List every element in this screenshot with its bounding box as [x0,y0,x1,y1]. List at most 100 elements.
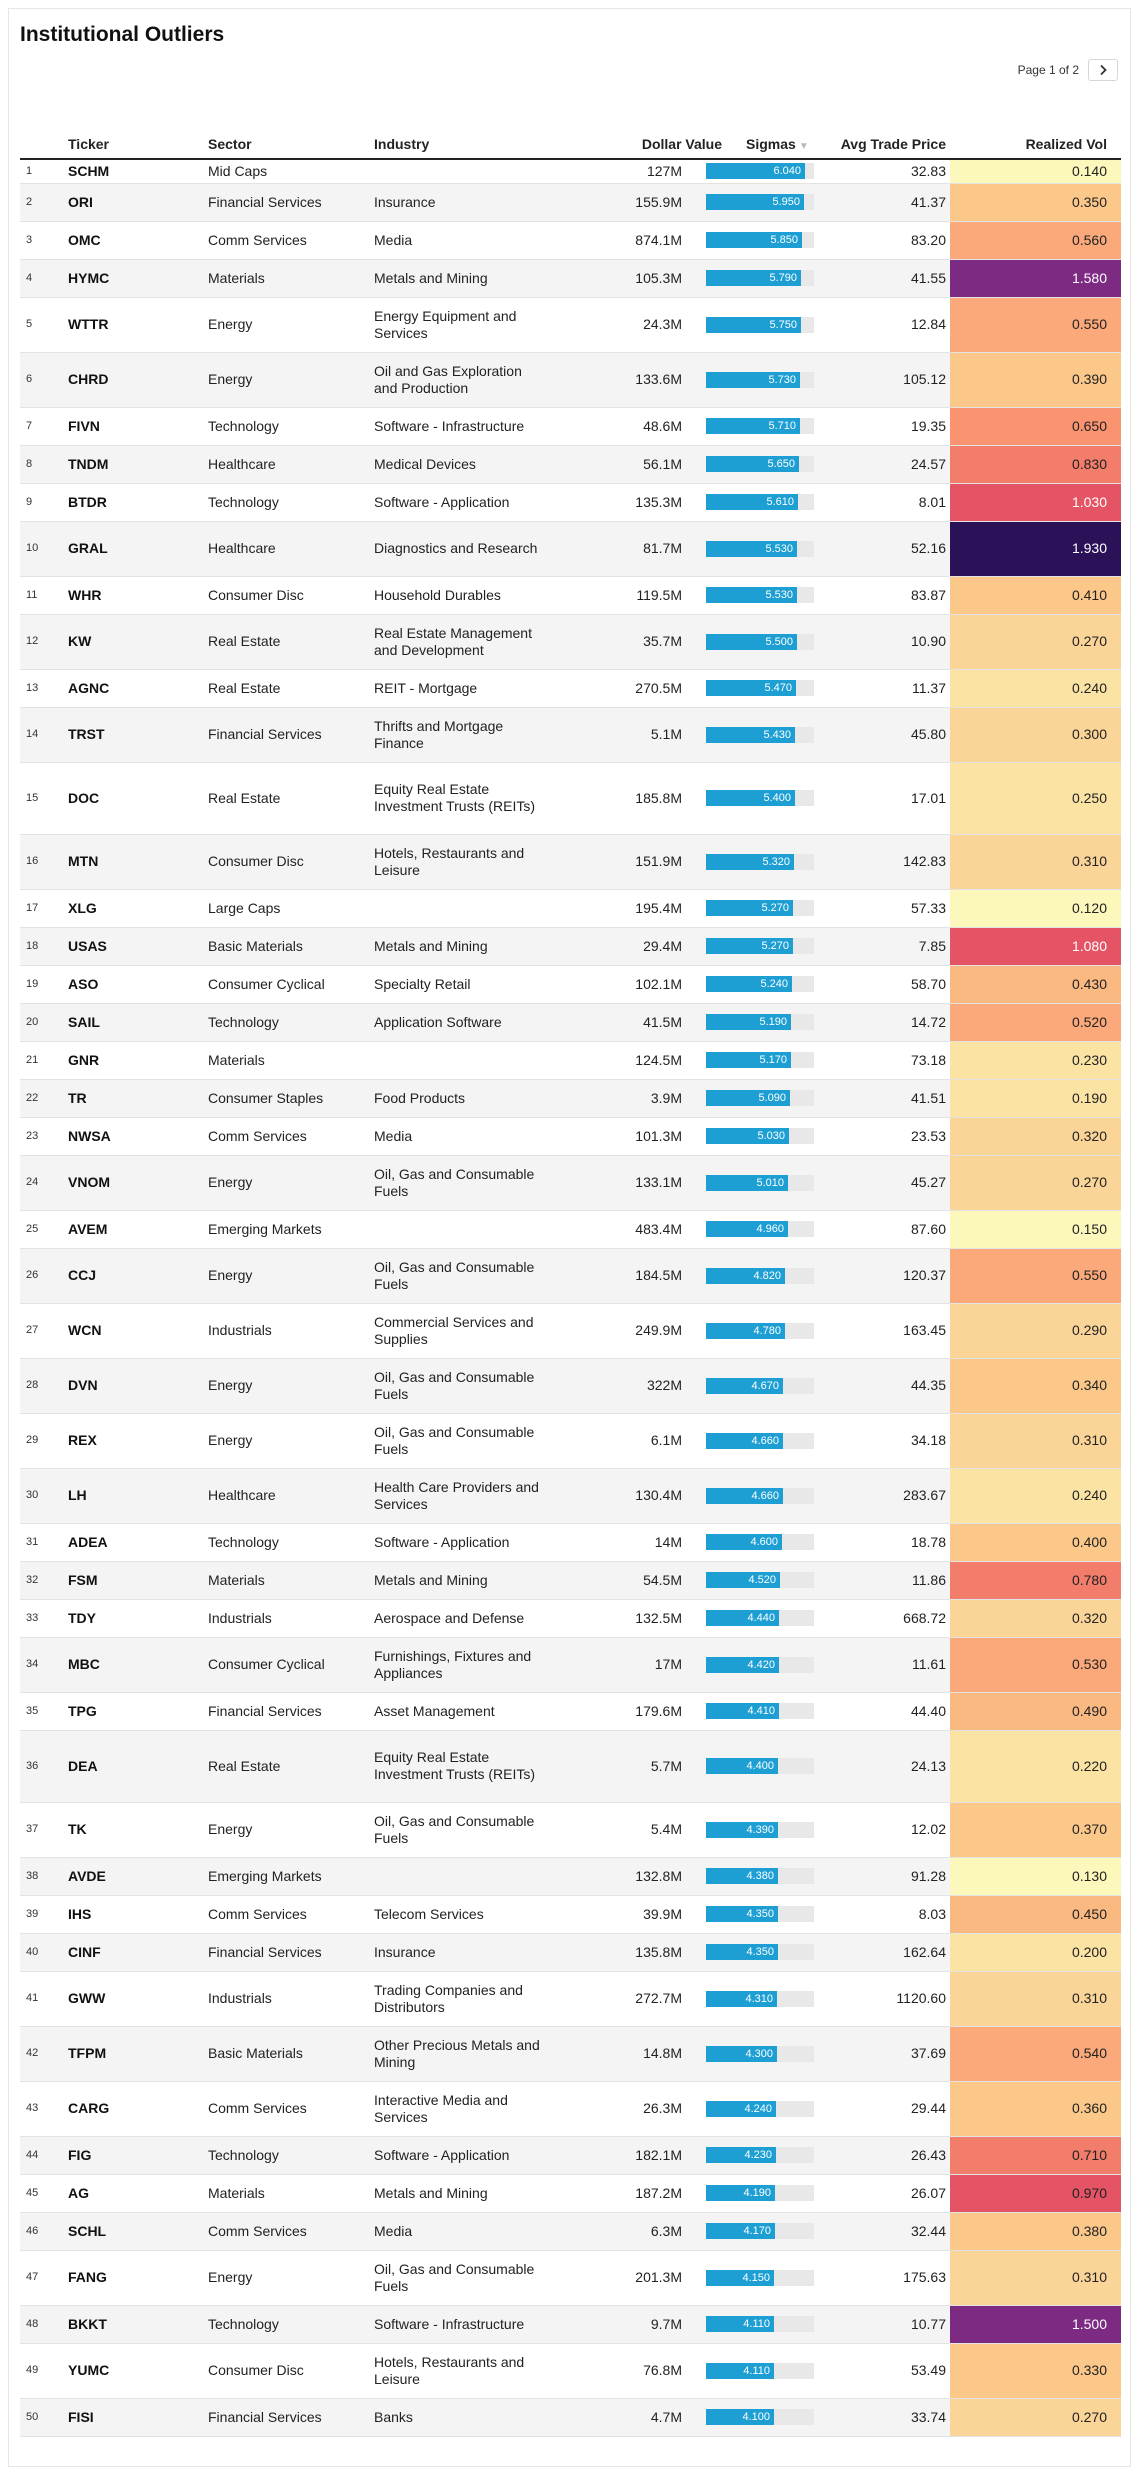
table-row[interactable]: 34 MBC Consumer Cyclical Furnishings, Fixtu… [20,1637,1121,1693]
ticker-cell[interactable]: GRAL [64,521,204,577]
ticker-cell[interactable]: DEA [64,1730,204,1803]
ticker-cell[interactable]: OMC [64,221,204,260]
ticker-cell[interactable]: FSM [64,1561,204,1600]
ticker-cell[interactable]: ASO [64,965,204,1004]
table-row[interactable]: 6 CHRD Energy Oil and Gas Exploration and P… [20,352,1121,408]
col-dollar-value[interactable]: Dollar Value [641,136,722,152]
ticker-cell[interactable]: WCN [64,1303,204,1359]
ticker-cell[interactable]: CINF [64,1933,204,1972]
ticker-cell[interactable]: TDY [64,1599,204,1638]
ticker-cell[interactable]: TNDM [64,445,204,484]
ticker-cell[interactable]: TK [64,1802,204,1858]
table-row[interactable]: 11 WHR Consumer Disc Household Durables 119.… [20,576,1121,615]
table-row[interactable]: 30 LH Healthcare Health Care Providers and … [20,1468,1121,1524]
ticker-cell[interactable]: ADEA [64,1523,204,1562]
table-row[interactable]: 4 HYMC Materials Metals and Mining 105.3M 5.7… [20,259,1121,298]
table-row[interactable]: 20 SAIL Technology Application Software 41.5… [20,1003,1121,1042]
col-sigmas[interactable]: Sigmas ▼ [726,136,809,152]
table-row[interactable]: 7 FIVN Technology Software - Infrastructure… [20,407,1121,446]
ticker-cell[interactable]: YUMC [64,2343,204,2399]
table-row[interactable]: 35 TPG Financial Services Asset Management 1… [20,1692,1121,1731]
table-row[interactable]: 41 GWW Industrials Trading Companies and Di… [20,1971,1121,2027]
table-row[interactable]: 22 TR Consumer Staples Food Products 3.9M 5.0… [20,1079,1121,1118]
col-ticker[interactable]: Ticker [64,113,204,160]
table-row[interactable]: 5 WTTR Energy Energy Equipment and Services… [20,297,1121,353]
ticker-cell[interactable]: CHRD [64,352,204,408]
table-row[interactable]: 44 FIG Technology Software - Application 182… [20,2136,1121,2175]
table-row[interactable]: 26 CCJ Energy Oil, Gas and Consumable Fuels… [20,1248,1121,1304]
ticker-cell[interactable]: FANG [64,2250,204,2306]
ticker-cell[interactable]: NWSA [64,1117,204,1156]
ticker-cell[interactable]: AG [64,2174,204,2213]
table-row[interactable]: 36 DEA Real Estate Equity Real Estate Inves… [20,1730,1121,1803]
table-row[interactable]: 40 CINF Financial Services Insurance 135.8M 4… [20,1933,1121,1972]
table-row[interactable]: 16 MTN Consumer Disc Hotels, Restaurants an… [20,834,1121,890]
ticker-cell[interactable]: CCJ [64,1248,204,1304]
ticker-cell[interactable]: DOC [64,762,204,835]
ticker-cell[interactable]: USAS [64,927,204,966]
col-avg-trade-price[interactable]: Avg Trade Price [814,113,950,160]
ticker-cell[interactable]: BKKT [64,2305,204,2344]
table-row[interactable]: 13 AGNC Real Estate REIT - Mortgage 270.5M 5.… [20,669,1121,708]
ticker-cell[interactable]: TR [64,1079,204,1118]
table-row[interactable]: 28 DVN Energy Oil, Gas and Consumable Fuels… [20,1358,1121,1414]
ticker-cell[interactable]: DVN [64,1358,204,1414]
table-row[interactable]: 24 VNOM Energy Oil, Gas and Consumable Fuel… [20,1155,1121,1211]
ticker-cell[interactable]: AVDE [64,1857,204,1896]
table-row[interactable]: 45 AG Materials Metals and Mining 187.2M 4.19… [20,2174,1121,2213]
table-row[interactable]: 19 ASO Consumer Cyclical Specialty Retail 10… [20,965,1121,1004]
table-row[interactable]: 18 USAS Basic Materials Metals and Mining 29… [20,927,1121,966]
table-row[interactable]: 37 TK Energy Oil, Gas and Consumable Fuels 5… [20,1802,1121,1858]
ticker-cell[interactable]: HYMC [64,259,204,298]
ticker-cell[interactable]: AGNC [64,669,204,708]
table-row[interactable]: 31 ADEA Technology Software - Application 14… [20,1523,1121,1562]
table-row[interactable]: 27 WCN Industrials Commercial Services and … [20,1303,1121,1359]
ticker-cell[interactable]: FIG [64,2136,204,2175]
ticker-cell[interactable]: IHS [64,1895,204,1934]
table-row[interactable]: 17 XLG Large Caps 195.4M 5.270 57.33 0.120 [20,889,1121,928]
table-row[interactable]: 9 BTDR Technology Software - Application 135… [20,483,1121,522]
ticker-cell[interactable]: FISI [64,2398,204,2437]
table-row[interactable]: 25 AVEM Emerging Markets 483.4M 4.960 87.60 0.… [20,1210,1121,1249]
ticker-cell[interactable]: LH [64,1468,204,1524]
table-row[interactable]: 21 GNR Materials 124.5M 5.170 73.18 0.230 [20,1041,1121,1080]
ticker-cell[interactable]: WHR [64,576,204,615]
ticker-cell[interactable]: TFPM [64,2026,204,2082]
ticker-cell[interactable]: XLG [64,889,204,928]
ticker-cell[interactable]: MTN [64,834,204,890]
ticker-cell[interactable]: TRST [64,707,204,763]
table-row[interactable]: 32 FSM Materials Metals and Mining 54.5M 4.52… [20,1561,1121,1600]
ticker-cell[interactable]: MBC [64,1637,204,1693]
table-row[interactable]: 38 AVDE Emerging Markets 132.8M 4.380 91.28 0.… [20,1857,1121,1896]
col-realized-vol[interactable]: Realized Vol [950,113,1121,160]
table-row[interactable]: 29 REX Energy Oil, Gas and Consumable Fuels… [20,1413,1121,1469]
ticker-cell[interactable]: WTTR [64,297,204,353]
ticker-cell[interactable]: TPG [64,1692,204,1731]
ticker-cell[interactable]: GNR [64,1041,204,1080]
ticker-cell[interactable]: VNOM [64,1155,204,1211]
table-row[interactable]: 49 YUMC Consumer Disc Hotels, Restaurants a… [20,2343,1121,2399]
table-row[interactable]: 47 FANG Energy Oil, Gas and Consumable Fuel… [20,2250,1121,2306]
table-row[interactable]: 15 DOC Real Estate Equity Real Estate Inves… [20,762,1121,835]
table-row[interactable]: 2 ORI Financial Services Insurance 155.9M 5.9… [20,183,1121,222]
col-sector[interactable]: Sector [204,113,370,160]
ticker-cell[interactable]: SCHL [64,2212,204,2251]
ticker-cell[interactable]: AVEM [64,1210,204,1249]
ticker-cell[interactable]: FIVN [64,407,204,446]
col-industry[interactable]: Industry [370,113,560,160]
ticker-cell[interactable]: ORI [64,183,204,222]
ticker-cell[interactable]: SAIL [64,1003,204,1042]
table-row[interactable]: 33 TDY Industrials Aerospace and Defense 132… [20,1599,1121,1638]
table-row[interactable]: 8 TNDM Healthcare Medical Devices 56.1M 5.650… [20,445,1121,484]
ticker-cell[interactable]: SCHM [64,159,204,184]
table-row[interactable]: 3 OMC Comm Services Media 874.1M 5.850 83.20 0.… [20,221,1121,260]
ticker-cell[interactable]: REX [64,1413,204,1469]
ticker-cell[interactable]: GWW [64,1971,204,2027]
ticker-cell[interactable]: BTDR [64,483,204,522]
table-row[interactable]: 46 SCHL Comm Services Media 6.3M 4.170 32.44 0.… [20,2212,1121,2251]
table-row[interactable]: 50 FISI Financial Services Banks 4.7M 4.100 33… [20,2398,1121,2437]
table-row[interactable]: 23 NWSA Comm Services Media 101.3M 5.030 23.53… [20,1117,1121,1156]
ticker-cell[interactable]: CARG [64,2081,204,2137]
table-row[interactable]: 48 BKKT Technology Software - Infrastructur… [20,2305,1121,2344]
table-row[interactable]: 12 KW Real Estate Real Estate Management an… [20,614,1121,670]
